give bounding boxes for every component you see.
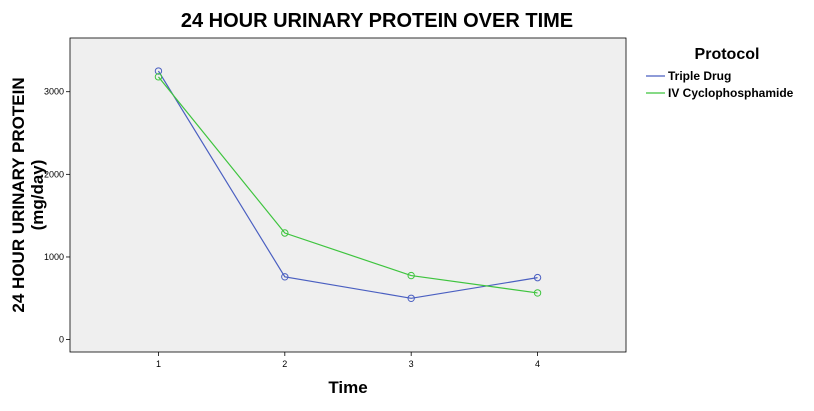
- x-tick-label: 4: [535, 359, 540, 369]
- data-point-iv-cyclophosphamide: [281, 229, 289, 237]
- x-axis-title: Time: [328, 378, 367, 397]
- chart-title: 24 HOUR URINARY PROTEIN OVER TIME: [181, 10, 573, 32]
- y-axis-title-line-1: 24 HOUR URINARY PROTEIN: [9, 77, 28, 312]
- plot-area: [69, 37, 627, 353]
- y-tick-label: 1000: [44, 252, 64, 262]
- legend: Protocol Triple Drug IV Cyclophosphamide: [646, 46, 794, 100]
- series-line-triple-drug: [157, 70, 538, 299]
- y-tick-label: 3000: [44, 87, 64, 97]
- y-axis-title-line-2: (mg/day): [28, 160, 47, 231]
- data-point-iv-cyclophosphamide: [154, 73, 163, 81]
- y-tick-label: 2000: [44, 169, 64, 179]
- legend-label-triple-drug: Triple Drug: [668, 69, 731, 83]
- x-axis: 1 2 3 4: [156, 352, 540, 369]
- x-tick-label: 1: [156, 359, 161, 369]
- data-point-triple-drug: [533, 273, 542, 282]
- y-axis: 0 1000 2000 3000: [44, 87, 70, 345]
- legend-items: Triple Drug IV Cyclophosphamide: [646, 69, 794, 100]
- y-axis-title: 24 HOUR URINARY PROTEIN (mg/day): [9, 77, 47, 312]
- series-layer: [154, 67, 542, 302]
- legend-label-iv-cyclophosphamide: IV Cyclophosphamide: [668, 86, 794, 100]
- data-point-triple-drug: [281, 273, 289, 281]
- legend-title: Protocol: [695, 46, 760, 63]
- series-line-iv-cyclophosphamide: [157, 76, 538, 294]
- data-point-triple-drug: [154, 67, 163, 75]
- data-point-triple-drug: [407, 294, 415, 302]
- data-point-iv-cyclophosphamide: [533, 289, 542, 297]
- x-tick-label: 2: [282, 359, 287, 369]
- data-point-iv-cyclophosphamide: [407, 271, 415, 280]
- x-tick-label: 3: [409, 359, 414, 369]
- y-tick-label: 0: [59, 335, 64, 345]
